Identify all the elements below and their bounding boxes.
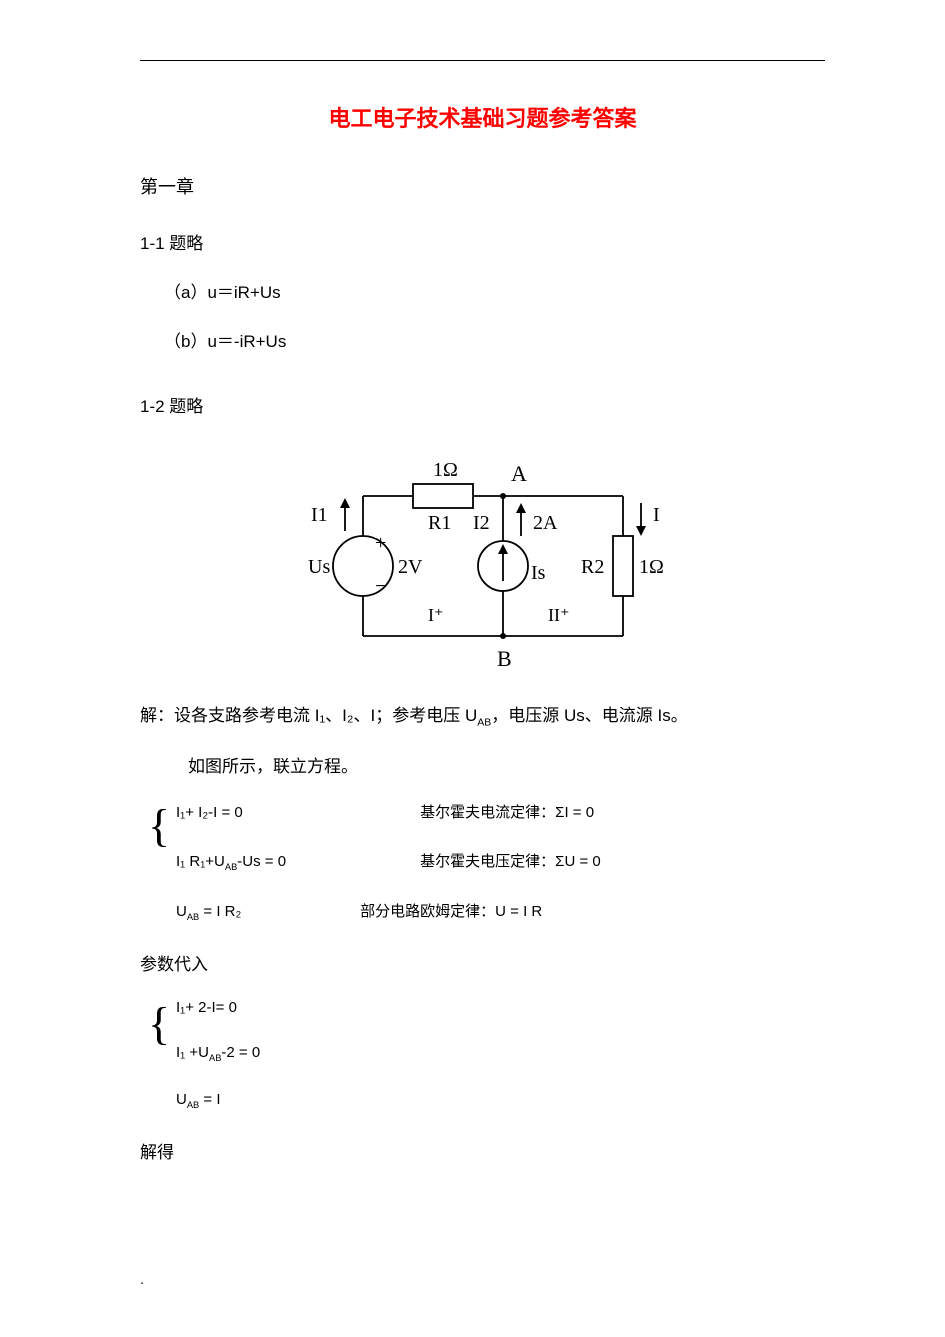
eq1-row1-right: 基尔霍夫电流定律：ΣI = 0	[420, 801, 594, 822]
equation-group-2: { I₁+ 2-I= 0 I₁ +UAB-2 = 0 UAB = I	[140, 999, 825, 1110]
svg-text:II⁺: II⁺	[548, 605, 570, 625]
intro-sub: AB	[477, 716, 491, 728]
t: AB	[225, 862, 237, 872]
eq1-row2-left: I₁ R₁+UAB-Us = 0	[176, 853, 416, 872]
svg-text:Is: Is	[531, 562, 546, 584]
t: U	[176, 1091, 187, 1108]
sec1-header: 1-1 题略	[140, 229, 825, 254]
svg-text:I: I	[653, 504, 660, 526]
eq1-row3-left: UAB = I R₂	[176, 903, 356, 922]
eq2-row2: I₁ +UAB-2 = 0	[176, 1044, 825, 1063]
brace-icon: {	[148, 1001, 170, 1047]
svg-text:Us: Us	[308, 556, 330, 578]
eq1-row3-right: 部分电路欧姆定律：U = I R	[360, 900, 542, 921]
doc-title: 电工电子技术基础习题参考答案	[140, 101, 825, 133]
t: I₁ +U	[176, 1044, 209, 1061]
t: -2 = 0	[221, 1044, 260, 1061]
t: AB	[209, 1053, 221, 1063]
sec1-eq-a: （a）u＝iR+Us	[140, 278, 825, 303]
svg-text:R1: R1	[428, 512, 451, 534]
eq2-row3: UAB = I	[176, 1091, 825, 1110]
svg-text:R2: R2	[581, 556, 604, 578]
t: = I R₂	[199, 903, 241, 920]
equation-group-1: { I₁+ I₂-I = 0 基尔霍夫电流定律：ΣI = 0 I₁ R₁+UAB…	[140, 801, 825, 922]
chapter-heading: 第一章	[140, 173, 825, 199]
t: -Us = 0	[237, 853, 286, 870]
t: AB	[187, 1100, 199, 1110]
intro-text: 解：设各支路参考电流 I₁、I₂、I；参考电压 U	[140, 706, 477, 725]
eq1-row2-right: 基尔霍夫电压定律：ΣU = 0	[420, 850, 601, 871]
page: 电工电子技术基础习题参考答案 第一章 1-1 题略 （a）u＝iR+Us （b）…	[0, 0, 945, 1337]
subst-label: 参数代入	[140, 950, 825, 975]
svg-text:I2: I2	[473, 512, 490, 534]
intro-tail: ，电压源 Us、电流源 Is。	[491, 706, 687, 725]
eq1-row1-left: I₁+ I₂-I = 0	[176, 804, 416, 821]
svg-text:1Ω: 1Ω	[433, 459, 458, 481]
circuit-diagram: 1ΩR1ABI1+−Us2VI22AIsR21ΩII⁺II⁺	[140, 441, 825, 681]
svg-text:2A: 2A	[533, 512, 558, 534]
eq1-row3: UAB = I R₂ 部分电路欧姆定律：U = I R	[176, 900, 825, 922]
eq1-row2: I₁ R₁+UAB-Us = 0 基尔霍夫电压定律：ΣU = 0	[176, 850, 825, 872]
eq1-row1: I₁+ I₂-I = 0 基尔霍夫电流定律：ΣI = 0	[176, 801, 825, 822]
svg-text:I⁺: I⁺	[428, 605, 444, 625]
t: I₁ R₁+U	[176, 853, 225, 870]
t: U	[176, 903, 187, 920]
circuit-svg: 1ΩR1ABI1+−Us2VI22AIsR21ΩII⁺II⁺	[303, 441, 663, 681]
t: AB	[187, 912, 199, 922]
eq2-row1: I₁+ 2-I= 0	[176, 999, 825, 1016]
solution-intro: 解：设各支路参考电流 I₁、I₂、I；参考电压 UAB，电压源 Us、电流源 I…	[140, 701, 825, 728]
brace-icon: {	[148, 803, 170, 849]
sec2-header: 1-2 题略	[140, 392, 825, 417]
svg-text:A: A	[511, 461, 527, 486]
solution-intro2: 如图所示，联立方程。	[140, 752, 825, 777]
solve-label: 解得	[140, 1138, 825, 1163]
svg-text:B: B	[497, 646, 512, 671]
svg-text:I1: I1	[311, 504, 328, 526]
svg-text:−: −	[375, 573, 387, 598]
top-rule	[140, 60, 825, 61]
t: = I	[199, 1091, 220, 1108]
sec1-eq-b: （b）u＝-iR+Us	[140, 327, 825, 352]
svg-text:2V: 2V	[398, 556, 423, 578]
svg-text:1Ω: 1Ω	[639, 556, 663, 578]
page-footer-dot: .	[140, 1271, 144, 1287]
svg-text:+: +	[375, 532, 386, 554]
